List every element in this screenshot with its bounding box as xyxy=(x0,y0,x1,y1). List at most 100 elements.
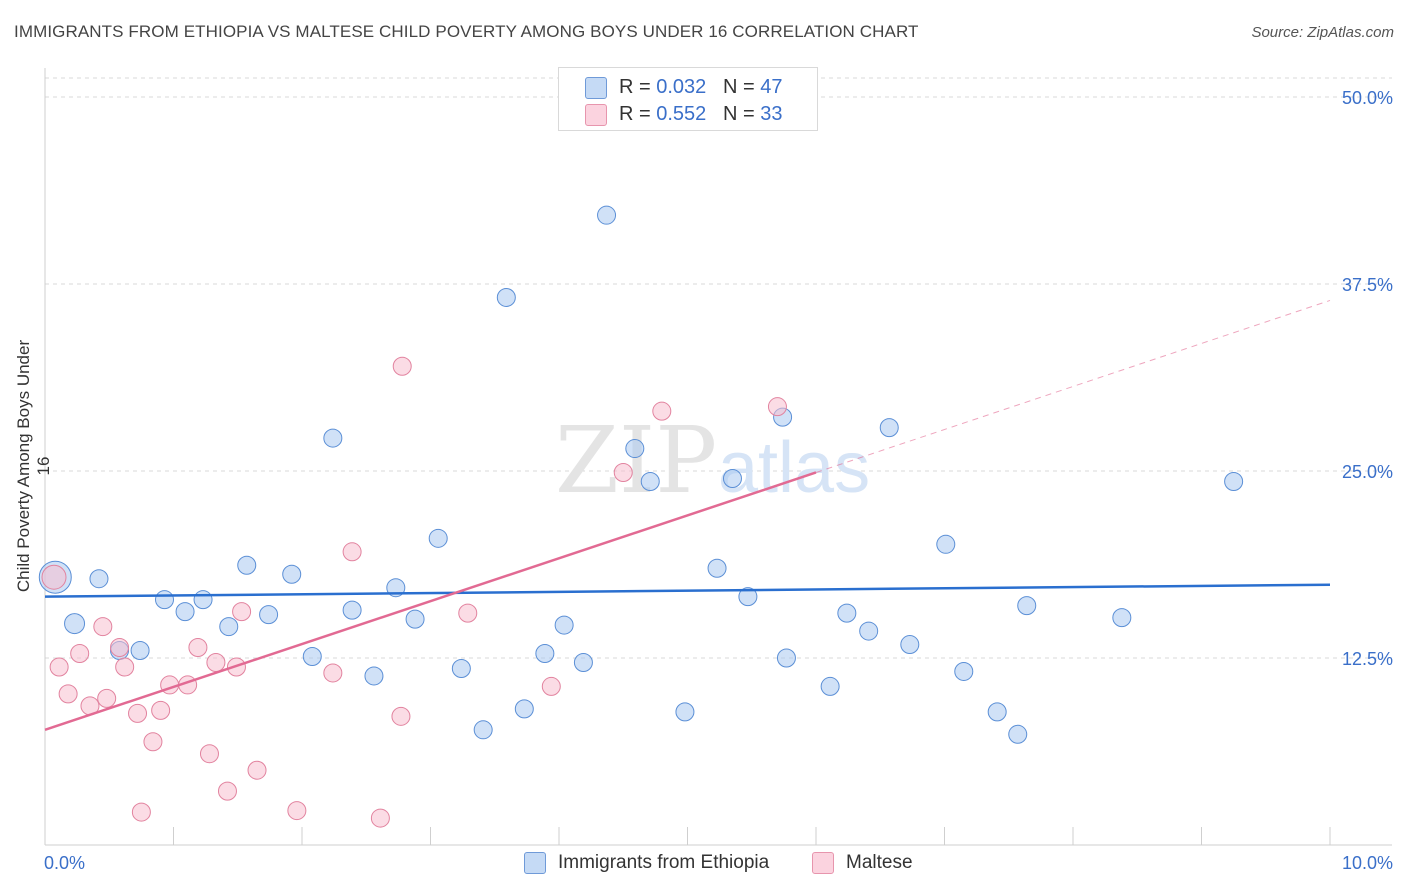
legend-swatch-maltese xyxy=(585,104,607,126)
maltese-point xyxy=(97,688,117,708)
y-tick-label: 37.5% xyxy=(1342,275,1393,295)
ethiopia-point xyxy=(155,590,175,610)
maltese-point xyxy=(49,657,69,677)
maltese-point xyxy=(151,700,171,720)
x-tick-label: 0.0% xyxy=(44,853,85,873)
chart-title: IMMIGRANTS FROM ETHIOPIA VS MALTESE CHIL… xyxy=(14,22,919,41)
ethiopia-point xyxy=(64,613,86,635)
maltese-point xyxy=(188,638,208,658)
ethiopia-point xyxy=(1112,608,1132,628)
y-tick-label: 25.0% xyxy=(1342,462,1393,482)
maltese-point xyxy=(110,638,130,658)
legend-swatch-maltese xyxy=(812,852,834,874)
series-legend: Immigrants from Ethiopia Maltese xyxy=(0,852,1406,878)
legend-text-maltese: R = 0.552 N = 33 xyxy=(619,103,782,126)
ethiopia-point xyxy=(323,428,343,448)
maltese-point xyxy=(93,617,113,637)
y-axis-label: Child Poverty Among Boys Under 16 xyxy=(14,339,53,593)
maltese-point xyxy=(767,397,787,417)
ethiopia-point xyxy=(1017,596,1037,616)
ethiopia-point xyxy=(535,644,555,664)
ethiopia-point xyxy=(451,658,471,678)
legend-text-ethiopia: R = 0.032 N = 47 xyxy=(619,76,782,99)
maltese-point xyxy=(131,802,151,822)
ethiopia-point xyxy=(514,699,534,719)
ethiopia-point xyxy=(936,534,956,554)
ethiopia-point xyxy=(130,641,150,661)
maltese-point xyxy=(652,401,672,421)
maltese-point xyxy=(392,356,412,376)
legend-r-label: R = xyxy=(619,102,657,125)
ethiopia-point xyxy=(573,652,593,672)
maltese-point xyxy=(541,676,561,696)
legend-n-value: 47 xyxy=(760,75,783,98)
ethiopia-point xyxy=(640,471,660,491)
maltese-point xyxy=(391,706,411,726)
ethiopia-point xyxy=(597,205,617,225)
maltese-point xyxy=(58,684,78,704)
ethiopia-point xyxy=(554,615,574,635)
ethiopia-point xyxy=(675,702,695,722)
ethiopia-point xyxy=(707,558,727,578)
legend-item-maltese: Maltese xyxy=(812,852,913,874)
legend-n-value: 33 xyxy=(760,102,783,125)
legend-row-maltese: R = 0.552 N = 33 xyxy=(585,101,782,127)
watermark-atlas: atlas xyxy=(718,428,870,508)
ethiopia-point xyxy=(175,602,195,622)
legend-label-maltese: Maltese xyxy=(846,852,913,873)
maltese-point xyxy=(206,652,226,672)
maltese-point xyxy=(70,644,90,664)
legend-item-ethiopia: Immigrants from Ethiopia xyxy=(524,852,769,874)
maltese-point xyxy=(370,808,390,828)
ethiopia-point xyxy=(1224,471,1244,491)
maltese-point xyxy=(115,657,135,677)
x-tick-label: 10.0% xyxy=(1342,853,1393,873)
ethiopia-point xyxy=(879,418,899,438)
maltese-point xyxy=(143,732,163,752)
legend-swatch-ethiopia xyxy=(585,77,607,99)
maltese-point xyxy=(232,602,252,622)
legend-row-ethiopia: R = 0.032 N = 47 xyxy=(585,74,782,100)
maltese-point xyxy=(247,760,267,780)
ethiopia-point xyxy=(342,600,362,620)
ethiopia-point xyxy=(1008,724,1028,744)
ethiopia-point xyxy=(776,648,796,668)
legend-r-label: R = xyxy=(619,75,657,98)
ethiopia-point xyxy=(282,564,302,584)
maltese-point xyxy=(613,462,633,482)
maltese-point xyxy=(199,744,219,764)
y-tick-label: 50.0% xyxy=(1342,88,1393,108)
ethiopia-point xyxy=(428,528,448,548)
maltese-point xyxy=(41,564,67,590)
maltese-point xyxy=(287,801,307,821)
legend-label-ethiopia: Immigrants from Ethiopia xyxy=(558,852,770,873)
maltese-point xyxy=(128,703,148,723)
ethiopia-point xyxy=(405,609,425,629)
legend-r-value: 0.032 xyxy=(656,75,707,98)
ethiopia-point xyxy=(259,605,279,625)
ethiopia-point xyxy=(302,647,322,667)
correlation-legend: R = 0.032 N = 47 R = 0.552 N = 33 xyxy=(558,67,818,131)
ethiopia-point xyxy=(496,287,516,307)
y-tick-label: 12.5% xyxy=(1342,649,1393,669)
ethiopia-point xyxy=(237,555,257,575)
ethiopia-point xyxy=(193,590,213,610)
ethiopia-point xyxy=(625,439,645,459)
ethiopia-point xyxy=(722,468,742,488)
maltese-trend-line xyxy=(44,471,817,731)
ethiopia-point xyxy=(900,635,920,655)
ethiopia-point xyxy=(473,720,493,740)
ethiopia-point xyxy=(364,666,384,686)
maltese-point xyxy=(323,663,343,683)
ethiopia-point xyxy=(954,661,974,681)
source-label: Source: ZipAtlas.com xyxy=(1251,24,1394,41)
legend-r-value: 0.552 xyxy=(656,102,707,125)
ethiopia-point xyxy=(738,587,758,607)
ethiopia-point xyxy=(837,603,857,623)
ethiopia-point xyxy=(859,621,879,641)
watermark-zip: ZIP xyxy=(555,407,717,514)
maltese-point xyxy=(458,603,478,623)
ethiopia-point xyxy=(219,617,239,637)
ethiopia-trend-line xyxy=(44,583,1331,598)
